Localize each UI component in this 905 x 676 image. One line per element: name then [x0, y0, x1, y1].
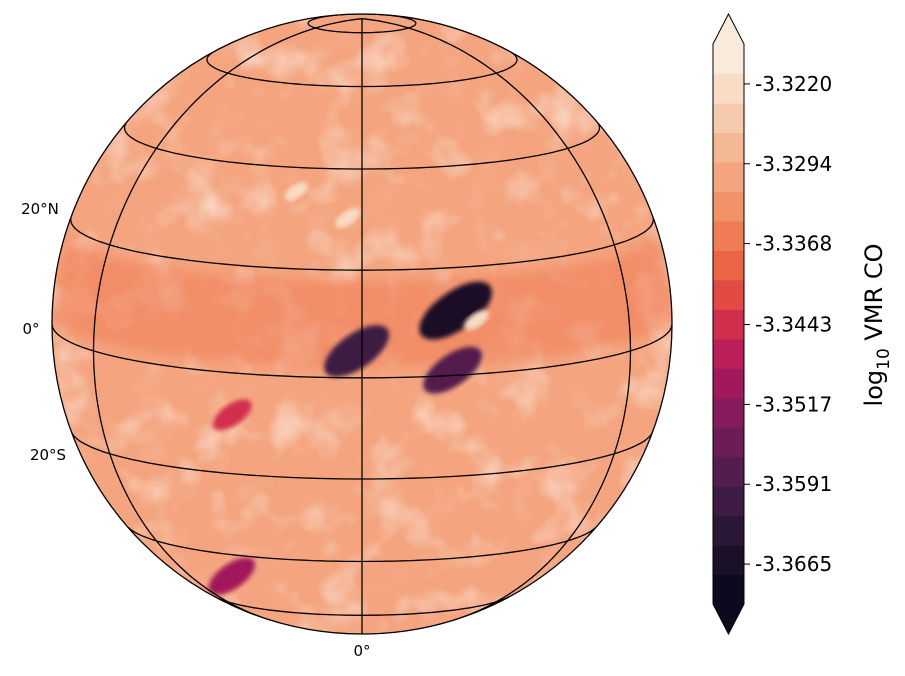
co-feature	[423, 346, 482, 394]
co-feature	[212, 399, 252, 431]
colorbar-label-rest: VMR CO	[860, 244, 888, 349]
colorbar-swatch	[713, 132, 744, 163]
colorbar-swatch	[713, 191, 744, 222]
meridian-line	[361, 18, 632, 621]
colorbar-tick-label: -3.3220	[755, 72, 832, 96]
lat-label-20n: 20°N	[21, 200, 59, 218]
colorbar-swatch	[713, 397, 744, 428]
colorbar-swatches	[713, 44, 744, 605]
colorbar-ticks: -3.3220 -3.3294 -3.3368 -3.3443 -3.3517 -3.35…	[744, 72, 832, 576]
colorbar-swatch	[713, 309, 744, 340]
colorbar-tick-label: -3.3665	[755, 552, 832, 576]
co-feature	[335, 207, 361, 228]
colorbar-swatch	[713, 73, 744, 104]
colorbar-swatch	[713, 368, 744, 399]
colorbar-swatch	[713, 574, 744, 605]
colorbar-swatch	[713, 456, 744, 487]
lat-label-0: 0°	[22, 320, 39, 338]
colorbar-tick-label: -3.3368	[755, 232, 832, 256]
colorbar-tick-label: -3.3591	[755, 472, 832, 496]
colorbar-label-main: log	[860, 370, 888, 407]
graticule	[52, 14, 672, 634]
colorbar-swatch	[713, 161, 744, 192]
colorbar: -3.3220 -3.3294 -3.3368 -3.3443 -3.3517 -3.35…	[712, 12, 894, 636]
lat-label-20s: 20°S	[30, 446, 66, 464]
co-feature	[208, 557, 255, 595]
colorbar-swatch	[713, 486, 744, 517]
colorbar-swatch	[713, 427, 744, 458]
colorbar-label-subscript: 10	[874, 348, 894, 370]
latitude-labels: 20°N 0° 20°S	[21, 200, 66, 464]
colorbar-swatch	[713, 279, 744, 310]
colorbar-swatch	[713, 44, 744, 75]
colorbar-extend-max	[713, 14, 744, 44]
lon-label-0: 0°	[353, 642, 370, 660]
colorbar-swatch	[713, 250, 744, 281]
colorbar-tick-label: -3.3443	[755, 313, 832, 337]
co-feature	[464, 310, 489, 331]
co-feature	[284, 182, 308, 201]
globe-outline	[51, 13, 673, 635]
colorbar-swatch	[713, 545, 744, 576]
meridian-line	[92, 18, 363, 621]
colorbar-swatch	[713, 220, 744, 251]
colorbar-extend-min	[713, 604, 744, 634]
co-feature	[324, 325, 390, 377]
colorbar-outline	[712, 12, 745, 636]
colorbar-swatch	[713, 515, 744, 546]
colorbar-swatch	[713, 338, 744, 369]
colorbar-label: log10 VMR CO	[860, 244, 894, 407]
colorbar-tick-label: -3.3294	[755, 152, 832, 176]
colorbar-tick-label: -3.3517	[755, 392, 832, 416]
globe	[51, 13, 673, 635]
colorbar-swatch	[713, 102, 744, 134]
co-feature	[419, 281, 493, 340]
